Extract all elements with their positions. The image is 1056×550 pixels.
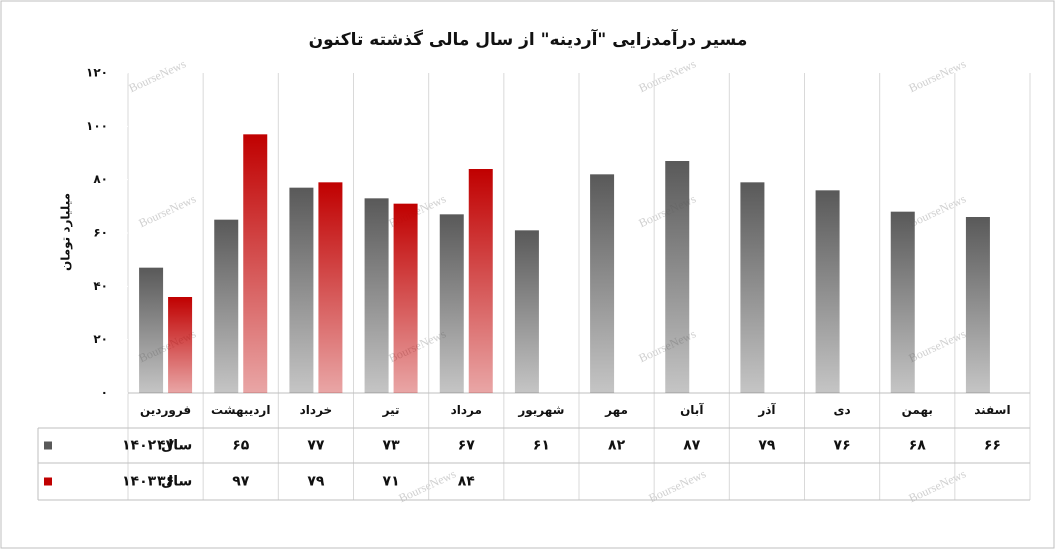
- x-tick-label: اردیبهشت: [211, 403, 270, 417]
- bar: [740, 182, 765, 393]
- data-table-value: ۸۴: [458, 474, 476, 490]
- bar: [364, 198, 389, 393]
- x-tick-label: دی: [834, 403, 851, 417]
- x-tick-label: فروردین: [140, 403, 191, 418]
- y-axis-label: میلیارد تومان: [59, 193, 74, 271]
- bar: [214, 219, 239, 393]
- y-tick-label: ۴۰: [93, 279, 108, 293]
- bar: [514, 230, 539, 393]
- y-tick-label: ۶۰: [93, 226, 108, 240]
- data-table-value: ۸۲: [608, 438, 626, 454]
- legend-swatch: [44, 477, 52, 486]
- bar: [289, 187, 314, 393]
- data-table-value: ۸۷: [683, 438, 701, 454]
- data-table-value: ۷۷: [307, 438, 325, 454]
- bar: [168, 297, 193, 393]
- legend-label: سال ۱۴۰۳: [122, 474, 192, 490]
- bar: [965, 217, 990, 393]
- chart-title: مسیر درآمدزایی "آردینه" از سال مالی گذشت…: [309, 28, 748, 50]
- bar: [890, 211, 915, 393]
- bar: [318, 182, 343, 393]
- legend-label: سال ۱۴۰۲: [122, 438, 192, 454]
- y-tick-label: ۱۲۰: [86, 66, 108, 80]
- x-tick-label: خرداد: [300, 403, 333, 417]
- y-tick-label: ۱۰۰: [86, 119, 108, 133]
- data-table-value: ۶۷: [458, 438, 476, 454]
- x-tick-label: آذر: [757, 402, 776, 417]
- bar: [590, 174, 615, 393]
- x-tick-label: آبان: [680, 402, 704, 417]
- x-tick-label: تیر: [382, 403, 400, 417]
- bar: [468, 169, 493, 393]
- data-table-value: ۹۷: [232, 474, 250, 490]
- x-tick-label: مهر: [604, 403, 628, 417]
- bar: [243, 134, 268, 394]
- x-tick-label: بهمن: [902, 403, 933, 417]
- x-tick-label: مرداد: [451, 403, 482, 417]
- data-table-value: ۳۶: [157, 474, 174, 490]
- data-table-value: ۷۹: [307, 474, 325, 490]
- y-tick-label: ۲۰: [93, 332, 108, 346]
- data-table-value: ۴۷: [157, 438, 175, 454]
- x-tick-label: اسفند: [974, 403, 1010, 417]
- bar: [439, 214, 464, 393]
- bar: [139, 267, 164, 393]
- data-table-value: ۶۵: [232, 438, 250, 454]
- data-table-value: ۷۹: [758, 438, 776, 454]
- data-table-value: ۷۶: [834, 438, 851, 454]
- bar: [815, 190, 840, 393]
- data-table-value: ۷۱: [383, 474, 400, 490]
- legend-swatch: [44, 441, 52, 450]
- y-tick-label: ۰: [101, 386, 108, 400]
- data-table-value: ۷۳: [383, 438, 401, 454]
- y-tick-label: ۸۰: [93, 172, 108, 186]
- data-table-value: ۶۸: [909, 438, 927, 454]
- bar: [393, 203, 418, 393]
- bar: [665, 161, 690, 393]
- x-tick-label: شهریور: [517, 403, 564, 418]
- data-table-value: ۶۱: [533, 438, 550, 454]
- data-table-value: ۶۶: [984, 438, 1001, 454]
